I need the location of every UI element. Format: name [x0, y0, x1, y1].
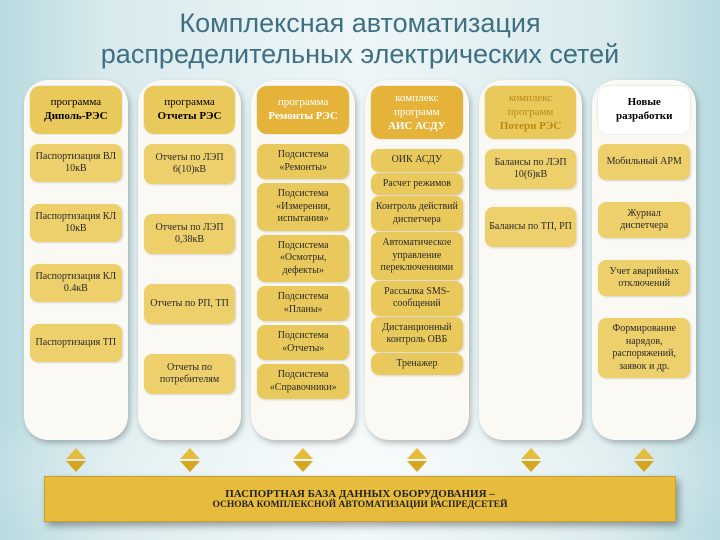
column-item: Подсистема «Справочники»	[257, 364, 349, 399]
column-item: Учет аварийных отключений	[598, 260, 690, 296]
column-head: программаРемонты РЭС	[257, 86, 349, 134]
arrow-slot	[251, 448, 355, 472]
column-item: Отчеты по РП, ТП	[144, 284, 236, 324]
column-head: Новые разработки	[598, 86, 690, 134]
column-item: Рассылка SMS-сообщений	[371, 281, 463, 316]
double-arrow-icon	[632, 448, 656, 472]
arrow-slot	[24, 448, 128, 472]
double-arrow-icon	[519, 448, 543, 472]
column-head-label1: программа	[34, 96, 118, 110]
column-head: программаДиполь-РЭС	[30, 86, 122, 134]
column-item: Расчет режимов	[371, 173, 463, 196]
column-item: Паспортизация КЛ 10кВ	[30, 204, 122, 242]
page-title: Комплексная автоматизация распределитель…	[0, 8, 720, 70]
column-item: Тренажер	[371, 353, 463, 376]
columns-container: программаДиполь-РЭСПаспортизация ВЛ 10кВ…	[24, 80, 696, 440]
column-1: программаОтчеты РЭС Отчеты по ЛЭП 6(10)кВ…	[138, 80, 242, 440]
arrow-slot	[479, 448, 583, 472]
column-head-label1: комплекс программ	[375, 92, 459, 120]
double-arrow-icon	[178, 448, 202, 472]
footer-line1: ПАСПОРТНАЯ БАЗА ДАННЫХ ОБОРУДОВАНИЯ –	[225, 488, 495, 500]
column-head-label2: Потери РЭС	[489, 120, 573, 134]
column-item: Балансы по ЛЭП 10(6)кВ	[485, 149, 577, 189]
arrow-slot	[592, 448, 696, 472]
column-item: Подсистема «Отчеты»	[257, 325, 349, 360]
column-item: ОИК АСДУ	[371, 149, 463, 172]
column-0: программаДиполь-РЭС Паспортизация ВЛ 10кВ…	[24, 80, 128, 440]
column-head-label1: программа	[148, 96, 232, 110]
column-head-label1: программа	[261, 96, 345, 110]
column-item: Подсистема «Осмотры, дефекты»	[257, 235, 349, 283]
column-item: Подсистема «Планы»	[257, 286, 349, 321]
column-item: Подсистема «Ремонты»	[257, 144, 349, 179]
column-item: Отчеты по потребителям	[144, 354, 236, 394]
column-item: Подсистема «Измерения, испытания»	[257, 183, 349, 231]
column-item: Автоматическое управление переключениями	[371, 232, 463, 280]
column-head-label2: Ремонты РЭС	[261, 110, 345, 124]
column-item: Формирование нарядов, распоряжений, заяв…	[598, 318, 690, 378]
column-item: Контроль действий диспетчера	[371, 196, 463, 231]
column-5: Новые разработки Мобильный АРМ Журнал дисп…	[592, 80, 696, 440]
double-arrow-icon	[291, 448, 315, 472]
column-item: Паспортизация КЛ 0.4кВ	[30, 264, 122, 302]
title-line1: Комплексная автоматизация	[179, 8, 540, 38]
column-head: комплекс программАИС АСДУ	[371, 86, 463, 139]
column-item: Журнал диспетчера	[598, 202, 690, 238]
column-2: программаРемонты РЭС Подсистема «Ремонты»…	[251, 80, 355, 440]
column-4: комплекс программПотери РЭС Балансы по ЛЭ…	[479, 80, 583, 440]
column-item: Отчеты по ЛЭП 0,38кВ	[144, 214, 236, 254]
arrow-slot	[138, 448, 242, 472]
footer-line2: ОСНОВА КОМПЛЕКСНОЙ АВТОМАТИЗАЦИИ РАСПРЕД…	[213, 500, 508, 510]
double-arrow-icon	[405, 448, 429, 472]
title-line2: распределительных электрических сетей	[101, 39, 619, 69]
column-head-label2: Отчеты РЭС	[148, 110, 232, 124]
column-head: программаОтчеты РЭС	[144, 86, 236, 134]
column-item: Паспортизация ТП	[30, 324, 122, 362]
double-arrow-icon	[64, 448, 88, 472]
column-3: комплекс программАИС АСДУ ОИК АСДУРасчет …	[365, 80, 469, 440]
column-item: Дистанционный контроль ОВБ	[371, 317, 463, 352]
column-head: комплекс программПотери РЭС	[485, 86, 577, 139]
column-head-label1: комплекс программ	[489, 92, 573, 120]
column-item: Паспортизация ВЛ 10кВ	[30, 144, 122, 182]
column-head-label2: Диполь-РЭС	[34, 110, 118, 124]
footer-bar: ПАСПОРТНАЯ БАЗА ДАННЫХ ОБОРУДОВАНИЯ – ОС…	[44, 476, 676, 522]
column-head-label2: АИС АСДУ	[375, 120, 459, 134]
column-item: Балансы по ТП, РП	[485, 207, 577, 247]
column-head-label2: Новые разработки	[602, 96, 686, 124]
column-item: Отчеты по ЛЭП 6(10)кВ	[144, 144, 236, 184]
column-item: Мобильный АРМ	[598, 144, 690, 180]
arrow-slot	[365, 448, 469, 472]
arrows-row	[24, 448, 696, 472]
